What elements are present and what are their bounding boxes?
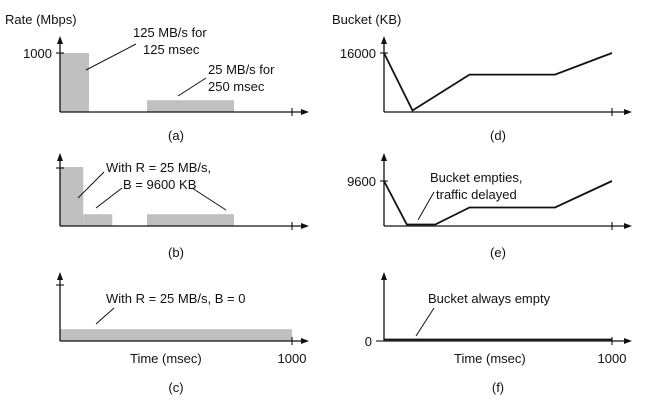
panel-b-caption: (b) <box>168 245 184 260</box>
panel-a-bars <box>60 53 234 112</box>
panel-c-bar-1 <box>60 329 292 341</box>
panel-a-annotation2-line-2: 250 msec <box>208 79 265 94</box>
panel-c-bars <box>60 329 292 341</box>
panel-a-annotation-line-1: 125 MB/s for <box>133 25 207 40</box>
panel-f-x-arrow <box>624 338 632 344</box>
panel-c-annotation: With R = 25 MB/s, B = 0 <box>106 291 245 306</box>
panel-f-y-arrow <box>381 272 387 280</box>
panel-d-x-arrow <box>624 109 632 115</box>
panel-d-y-arrow <box>381 36 387 44</box>
panel-a-annotation2-line-1: 25 MB/s for <box>208 62 275 77</box>
panel-e-annotation-line-2: traffic delayed <box>436 187 517 202</box>
panel-b-annotation-pointer-1 <box>77 171 105 199</box>
panel-c-x-tick-label: 1000 <box>278 351 307 366</box>
panel-f-x-title: Time (msec) <box>454 351 526 366</box>
panel-e-y-arrow <box>381 153 387 161</box>
panel-e: 9600 Bucket empties, traffic delayed (e) <box>347 153 632 260</box>
panel-e-caption: (e) <box>490 245 506 260</box>
left-y-title: Rate (Mbps) <box>5 12 77 27</box>
panel-b-y-arrow <box>57 153 63 161</box>
panel-d-y-tick-label: 16000 <box>340 46 376 61</box>
panel-a-y-arrow <box>57 36 63 44</box>
panel-a-bar-2 <box>147 100 234 112</box>
panel-a-bar-1 <box>60 53 89 112</box>
panel-e-y-tick-label: 9600 <box>347 174 376 189</box>
panel-c-x-title: Time (msec) <box>130 351 202 366</box>
panel-a-x-arrow <box>301 109 309 115</box>
panel-e-x-arrow <box>624 223 632 229</box>
panel-b-bar-1 <box>60 167 84 226</box>
panel-e-bucket-curve <box>383 180 613 226</box>
panel-a-annotation-pointer <box>85 43 137 71</box>
panel-b-bar-2 <box>83 214 113 226</box>
panel-b: With R = 25 MB/s, B = 9600 KB (b) <box>56 153 309 260</box>
panel-f-annotation: Bucket always empty <box>428 291 551 306</box>
right-y-title: Bucket (KB) <box>332 12 401 27</box>
panel-c-annotation-pointer <box>95 307 115 325</box>
panel-d-caption: (d) <box>490 128 506 143</box>
panel-a-y-tick-label: 1000 <box>23 46 52 61</box>
panel-a-caption: (a) <box>168 128 184 143</box>
panel-a-annotation-line-2: 125 msec <box>143 42 200 57</box>
panel-e-annotation-pointer <box>417 191 435 221</box>
panel-f-caption: (f) <box>492 380 504 395</box>
panel-f-annotation-pointer <box>415 307 435 337</box>
panel-d: 16000 (d) <box>340 36 632 143</box>
panel-b-annotation-line-1: With R = 25 MB/s, <box>106 160 211 175</box>
panel-d-bucket-curve <box>383 52 613 112</box>
panel-c-caption: (c) <box>168 380 183 395</box>
panel-c-x-arrow <box>301 338 309 344</box>
panel-b-bars <box>60 167 234 226</box>
panel-b-bar-3 <box>147 214 234 226</box>
panel-b-x-arrow <box>301 223 309 229</box>
panel-b-annotation-line-2: B = 9600 KB <box>123 177 196 192</box>
panel-b-annotation-pointer-2 <box>95 187 123 209</box>
panel-e-annotation-line-1: Bucket empties, <box>430 170 523 185</box>
panel-c: With R = 25 MB/s, B = 0 Time (msec) 1000… <box>56 272 309 395</box>
panel-a-annotation2-pointer <box>177 77 207 97</box>
panel-c-y-arrow <box>57 272 63 280</box>
panel-f: 0 Bucket always empty Time (msec) 1000 (… <box>365 272 632 395</box>
panel-b-annotation-pointer-3 <box>191 187 227 211</box>
panel-a: 1000 125 MB/s for 125 msec 25 MB/s for 2… <box>23 25 309 143</box>
panel-f-y-tick-label: 0 <box>365 334 372 349</box>
panel-f-x-tick-label: 1000 <box>598 351 627 366</box>
